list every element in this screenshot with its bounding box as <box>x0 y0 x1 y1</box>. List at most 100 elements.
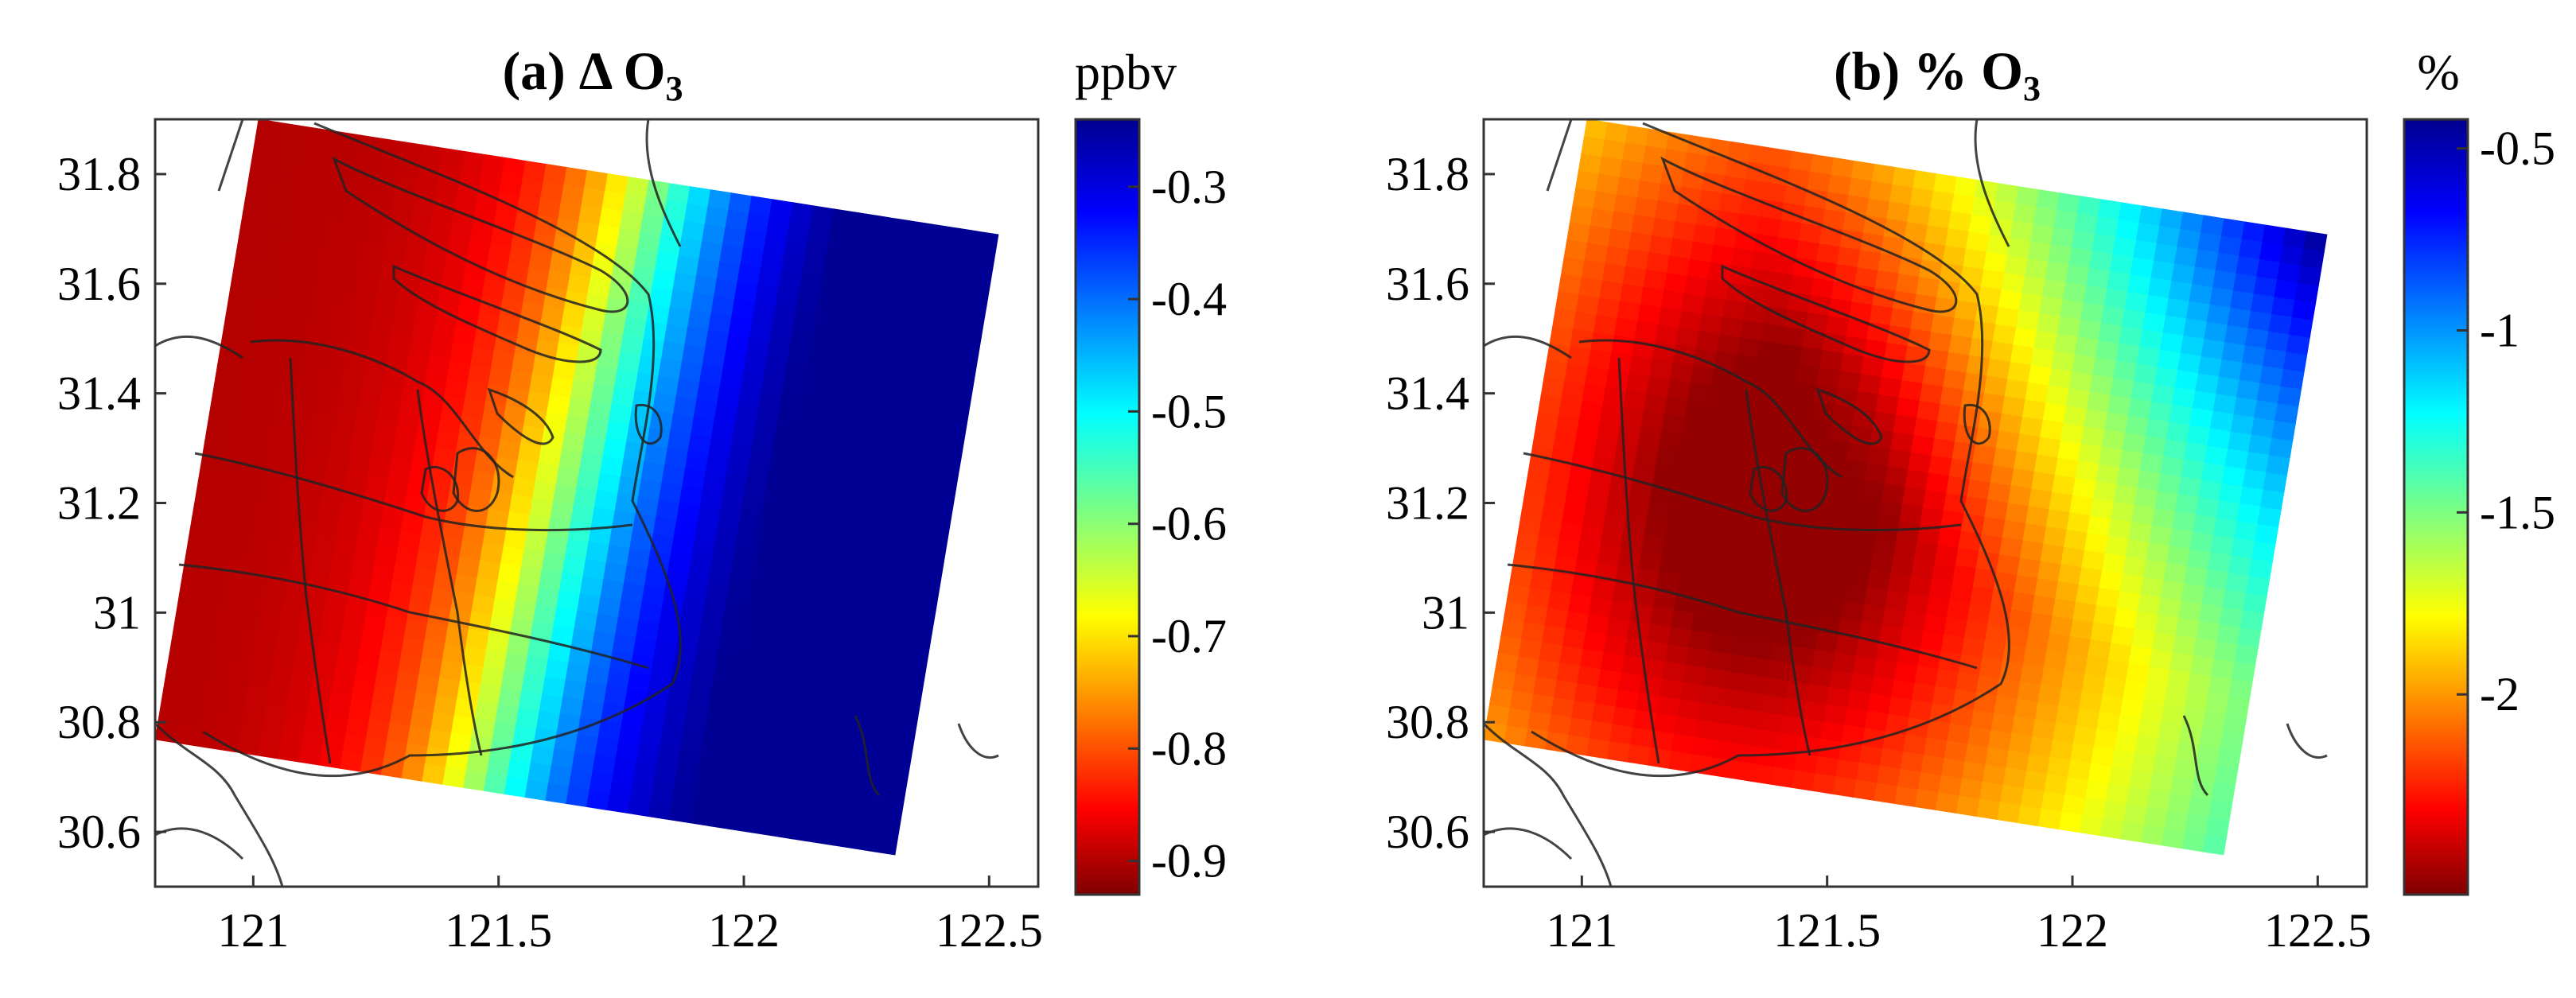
heatmap-cell <box>326 324 351 346</box>
heatmap-cell <box>854 442 880 464</box>
heatmap-cell <box>1705 402 1730 425</box>
heatmap-cell <box>253 383 278 406</box>
heatmap-cell <box>579 576 605 598</box>
panel-a-map-area <box>155 119 999 887</box>
heatmap-cell <box>1697 578 1722 600</box>
heatmap-cell <box>650 658 675 679</box>
heatmap-cell <box>862 655 886 677</box>
heatmap-cell <box>778 270 803 293</box>
heatmap-cell <box>1989 217 2014 239</box>
heatmap-cell <box>1921 242 1947 264</box>
heatmap-cell <box>1659 554 1683 577</box>
heatmap-cell <box>877 304 903 326</box>
heatmap-cell <box>1506 584 1531 606</box>
heatmap-cell <box>816 418 842 440</box>
heatmap-cell <box>1773 625 1798 647</box>
heatmap-cell <box>2054 457 2079 479</box>
heatmap-cell <box>373 296 398 318</box>
heatmap-cell <box>1969 461 1994 483</box>
heatmap-cell <box>1751 250 1776 273</box>
heatmap-cell <box>2224 324 2249 347</box>
heatmap-cell <box>1957 406 1983 429</box>
heatmap-cell <box>2098 446 2123 468</box>
heatmap-cell <box>2245 452 2270 473</box>
heatmap-cell <box>1857 250 1881 271</box>
heatmap-cell <box>299 231 325 254</box>
heatmap-cell <box>514 336 539 358</box>
heatmap-cell <box>2200 339 2225 360</box>
heatmap-cell <box>1840 476 1865 499</box>
heatmap-cell <box>1568 717 1593 739</box>
heatmap-cell <box>601 190 626 212</box>
heatmap-cell <box>1881 483 1906 505</box>
heatmap-cell <box>1913 542 1939 563</box>
heatmap-cell <box>2105 783 2130 805</box>
heatmap-cell <box>1908 452 1932 474</box>
heatmap-cell <box>823 507 847 530</box>
heatmap-cell <box>511 353 536 375</box>
heatmap-cell <box>2180 336 2205 357</box>
heatmap-cell <box>401 760 426 782</box>
heatmap-cell <box>1874 270 1900 292</box>
heatmap-cell <box>535 710 561 732</box>
heatmap-cell <box>621 582 645 604</box>
heatmap-cell <box>2195 373 2220 395</box>
heatmap-cell <box>2238 239 2263 260</box>
heatmap-cell <box>2048 244 2072 266</box>
heatmap-cell <box>1964 744 1989 766</box>
heatmap-cell <box>1927 208 1952 229</box>
heatmap-cell <box>192 498 216 519</box>
heatmap-cell <box>1555 538 1581 561</box>
heatmap-cell <box>1678 186 1702 208</box>
heatmap-cell <box>731 299 756 320</box>
heatmap-cell <box>1955 671 1980 693</box>
heatmap-cell <box>352 293 377 315</box>
heatmap-cell <box>860 284 885 305</box>
heatmap-cell <box>2231 662 2256 683</box>
heatmap-cell <box>1517 515 1543 537</box>
heatmap-cell <box>228 662 252 684</box>
heatmap-cell <box>1994 183 2019 204</box>
heatmap-cell <box>919 310 944 332</box>
heatmap-cell <box>1769 147 1793 169</box>
heatmap-cell <box>224 432 249 454</box>
heatmap-cell <box>790 449 815 472</box>
heatmap-cell <box>1531 429 1557 451</box>
heatmap-cell <box>623 441 648 463</box>
heatmap-cell <box>819 277 844 299</box>
heatmap-cell <box>835 686 860 709</box>
heatmap-cell <box>524 779 549 801</box>
heatmap-cell <box>1549 325 1574 348</box>
heatmap-cell <box>722 351 747 372</box>
heatmap-cell <box>686 698 710 720</box>
heatmap-cell <box>815 683 839 705</box>
heatmap-cell <box>1587 225 1612 247</box>
heatmap-cell <box>2216 376 2240 398</box>
heatmap-cell <box>2146 666 2171 688</box>
heatmap-cell <box>239 593 264 615</box>
heatmap-cell <box>1931 314 1955 336</box>
heatmap-cell <box>1579 524 1604 546</box>
heatmap-cell <box>843 635 869 657</box>
heatmap-cell <box>2021 275 2046 297</box>
heatmap-cell <box>1717 457 1741 480</box>
heatmap-cell <box>368 331 392 352</box>
heatmap-cell <box>1679 434 1703 456</box>
heatmap-cell <box>1843 583 1868 605</box>
heatmap-cell <box>732 546 757 569</box>
heatmap-cell <box>294 266 318 288</box>
colorbar-tick-label: -0.4 <box>1151 273 1227 325</box>
heatmap-cell <box>2156 225 2181 247</box>
heatmap-cell <box>403 619 428 641</box>
heatmap-cell <box>849 352 874 375</box>
heatmap-cell <box>1754 234 1779 255</box>
heatmap-cell <box>744 601 769 623</box>
heatmap-cell <box>2018 293 2043 314</box>
heatmap-cell <box>335 273 360 294</box>
heatmap-cell <box>1748 144 1772 166</box>
y-tick-label: 31 <box>1422 586 1469 639</box>
heatmap-cell <box>2092 357 2117 379</box>
heatmap-cell <box>870 727 895 749</box>
heatmap-cell <box>1638 675 1664 697</box>
heatmap-cell <box>1733 743 1757 765</box>
